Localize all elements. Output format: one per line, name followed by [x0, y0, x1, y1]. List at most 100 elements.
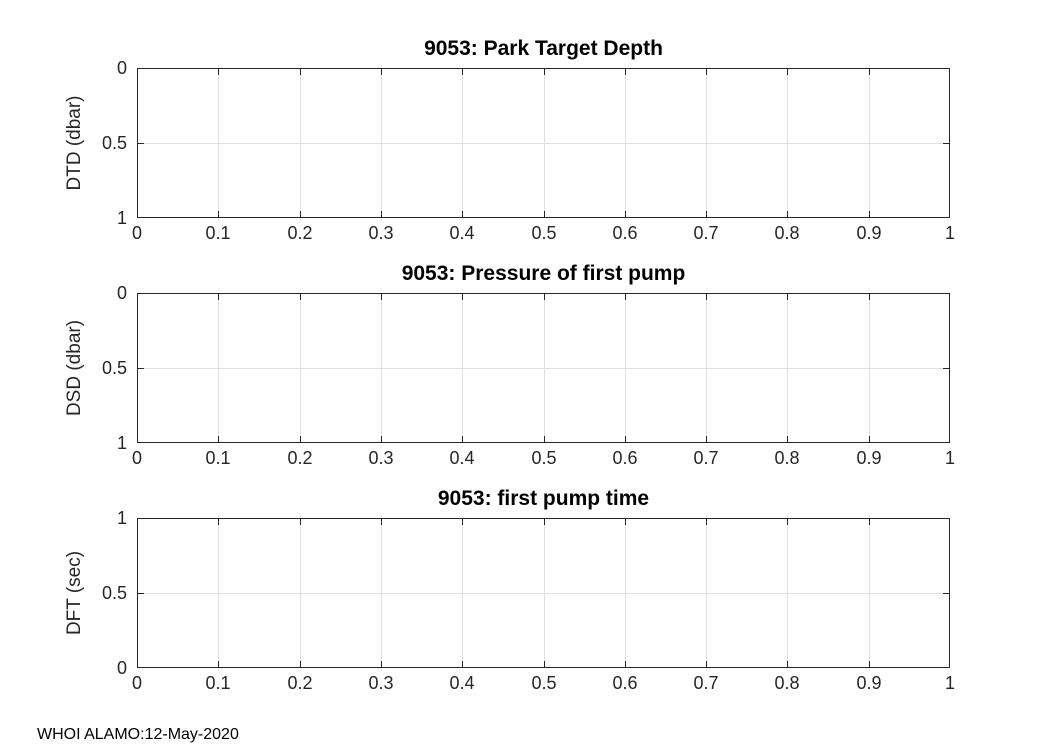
x-tick-mark [787, 519, 788, 525]
x-tick-label: 0.3 [368, 673, 394, 693]
x-tick-label: 0.9 [856, 673, 882, 693]
x-tick-mark [706, 661, 707, 667]
x-tick-label: 0.4 [449, 673, 475, 693]
y-tick-label: 0 [116, 658, 127, 678]
x-tick-mark [544, 211, 545, 217]
x-tick-label: 0.6 [612, 448, 638, 468]
y-tick-mark [943, 143, 949, 144]
y-tick-label: 0 [116, 283, 127, 303]
y-tick-mark [138, 593, 144, 594]
x-tick-mark [544, 436, 545, 442]
x-tick-label: 0.5 [531, 448, 557, 468]
x-tick-label: 1 [944, 448, 955, 468]
x-tick-label: 0.3 [368, 448, 394, 468]
x-tick-mark [544, 294, 545, 300]
y-tick-mark [943, 593, 949, 594]
x-tick-label: 0.9 [856, 448, 882, 468]
x-tick-mark [706, 69, 707, 75]
x-tick-mark [381, 294, 382, 300]
x-tick-label: 0.4 [449, 448, 475, 468]
subplot-title: 9053: Pressure of first pump [401, 262, 686, 285]
x-tick-mark [462, 69, 463, 75]
x-tick-mark [544, 69, 545, 75]
x-tick-mark [625, 436, 626, 442]
x-tick-label: 0.1 [205, 223, 231, 243]
y-tick-label: 1 [116, 433, 127, 453]
y-gridline [139, 593, 948, 594]
x-tick-label: 0.5 [531, 223, 557, 243]
plot-area [137, 68, 950, 218]
x-tick-label: 0 [131, 448, 142, 468]
x-tick-label: 0.6 [612, 223, 638, 243]
y-tick-label: 0.5 [101, 583, 127, 603]
subplot-title: 9053: Park Target Depth [424, 37, 663, 60]
x-tick-mark [544, 519, 545, 525]
x-tick-mark [381, 519, 382, 525]
x-tick-label: 0.4 [449, 223, 475, 243]
x-tick-mark [300, 294, 301, 300]
x-tick-mark [218, 294, 219, 300]
x-tick-mark [787, 661, 788, 667]
x-tick-label: 0.2 [287, 448, 313, 468]
x-tick-mark [869, 661, 870, 667]
x-tick-label: 0.9 [856, 223, 882, 243]
x-tick-label: 0.5 [531, 673, 557, 693]
plot-area [137, 518, 950, 668]
x-tick-mark [218, 519, 219, 525]
x-tick-mark [218, 661, 219, 667]
x-tick-mark [869, 436, 870, 442]
x-tick-label: 0.1 [205, 448, 231, 468]
x-tick-mark [381, 69, 382, 75]
x-tick-label: 0.7 [693, 223, 719, 243]
x-tick-label: 0.8 [774, 448, 800, 468]
subplot-pressure-first-pump: 9053: Pressure of first pump DSD (dbar) … [64, 262, 955, 468]
x-tick-mark [869, 69, 870, 75]
x-tick-mark [218, 436, 219, 442]
x-tick-mark [381, 436, 382, 442]
y-tick-label: 0.5 [101, 358, 127, 378]
x-tick-mark [625, 294, 626, 300]
x-tick-label: 0 [131, 673, 142, 693]
x-tick-label: 0.8 [774, 223, 800, 243]
x-tick-mark [462, 211, 463, 217]
y-tick-label: 1 [116, 508, 127, 528]
x-tick-mark [300, 211, 301, 217]
x-tick-mark [706, 519, 707, 525]
x-tick-mark [300, 436, 301, 442]
x-tick-mark [787, 211, 788, 217]
x-tick-mark [462, 519, 463, 525]
x-tick-label: 0.2 [287, 223, 313, 243]
x-tick-mark [625, 519, 626, 525]
x-tick-mark [869, 294, 870, 300]
x-tick-label: 1 [944, 223, 955, 243]
x-tick-label: 1 [944, 673, 955, 693]
x-tick-mark [462, 294, 463, 300]
subplot-title: 9053: first pump time [437, 487, 650, 510]
x-tick-mark [787, 294, 788, 300]
y-tick-label: 1 [116, 208, 127, 228]
x-tick-mark [625, 211, 626, 217]
x-tick-mark [706, 211, 707, 217]
x-tick-mark [462, 661, 463, 667]
x-tick-mark [869, 211, 870, 217]
y-tick-mark [138, 143, 144, 144]
y-gridline [139, 143, 948, 144]
x-tick-label: 0.3 [368, 223, 394, 243]
x-tick-mark [300, 69, 301, 75]
x-tick-mark [300, 661, 301, 667]
x-tick-mark [300, 519, 301, 525]
figure-footer: WHOI ALAMO:12-May-2020 [37, 726, 239, 743]
x-tick-mark [625, 69, 626, 75]
x-tick-mark [706, 294, 707, 300]
x-tick-mark [869, 519, 870, 525]
y-tick-label: 0.5 [101, 133, 127, 153]
x-tick-label: 0.7 [693, 448, 719, 468]
y-gridline [139, 368, 948, 369]
x-tick-mark [381, 661, 382, 667]
y-tick-mark [138, 368, 144, 369]
x-tick-mark [218, 211, 219, 217]
x-tick-label: 0.8 [774, 673, 800, 693]
x-tick-mark [218, 69, 219, 75]
x-tick-mark [625, 661, 626, 667]
y-tick-label: 0 [116, 58, 127, 78]
